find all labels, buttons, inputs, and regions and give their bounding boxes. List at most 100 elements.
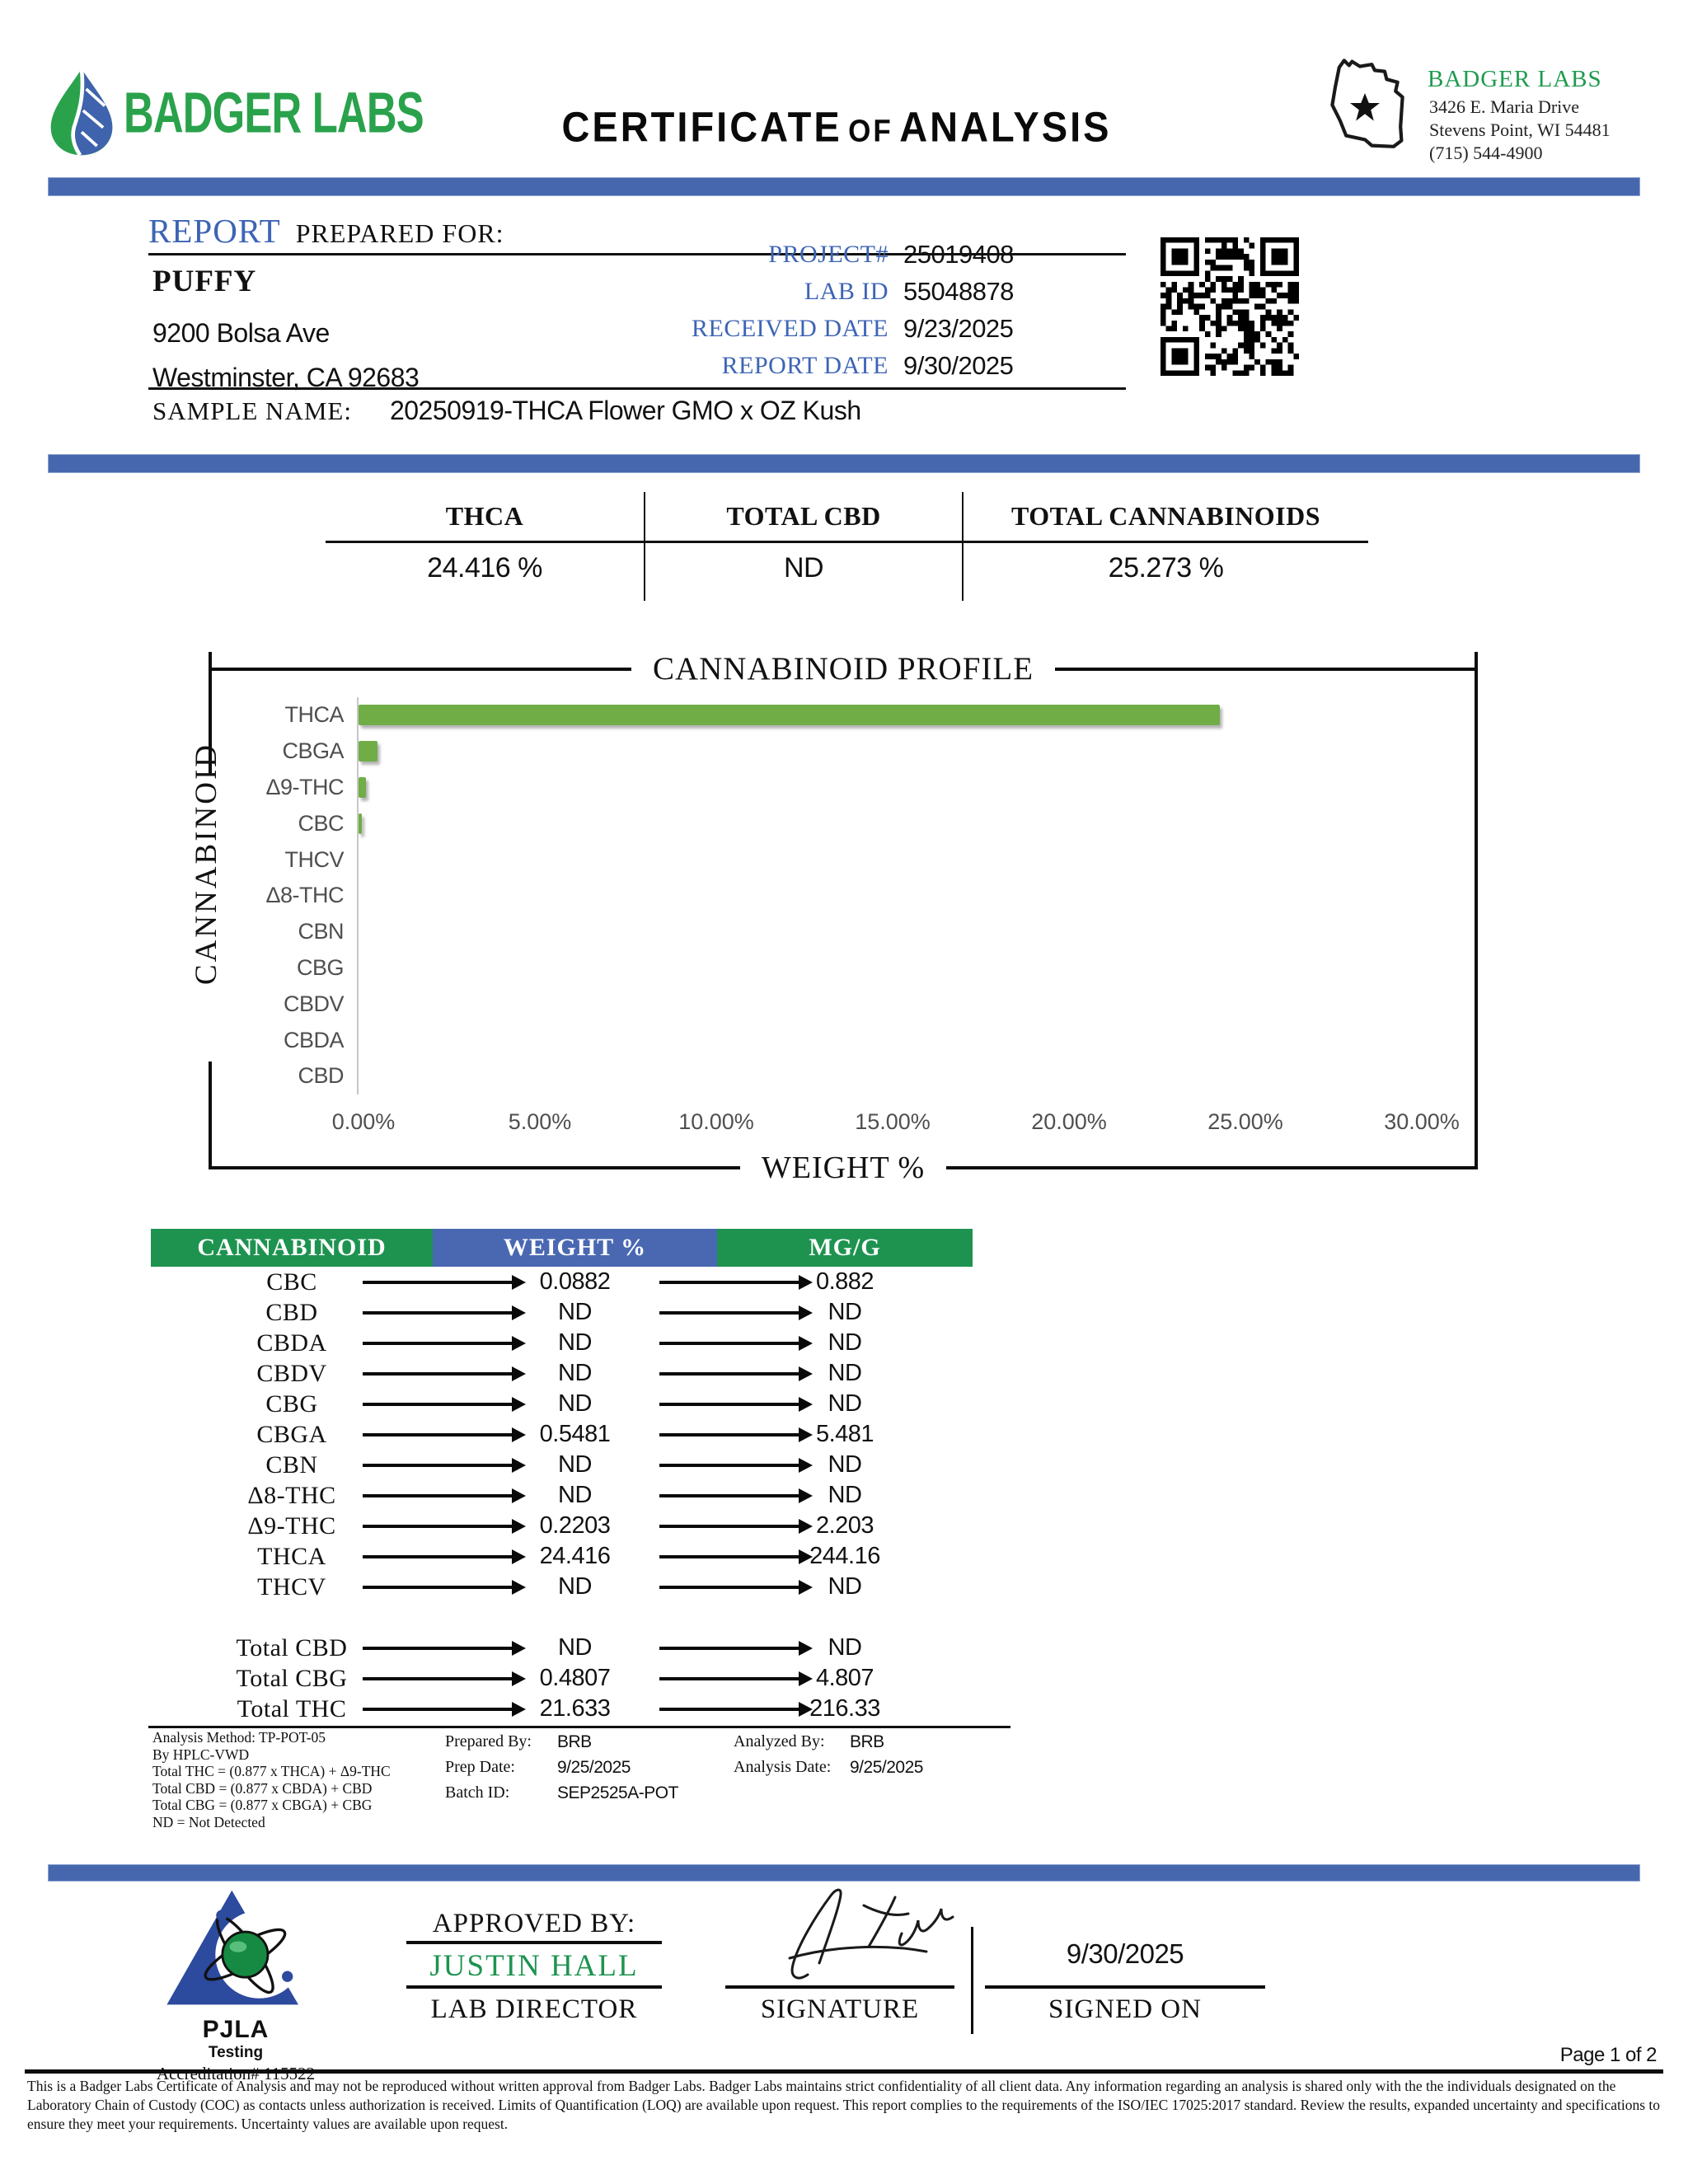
arrow-icon bbox=[659, 1427, 813, 1442]
table-weight-value: 0.2203 bbox=[539, 1512, 611, 1539]
chart-left-border-upper bbox=[209, 652, 212, 776]
footnote-label: Analysis Date: bbox=[734, 1758, 832, 1776]
table-cannabinoid-name: Δ9-THC bbox=[247, 1512, 336, 1540]
sample-name-row: SAMPLE NAME: 20250919-THCA Flower GMO x … bbox=[152, 396, 861, 426]
summary-column: TOTAL CBD ND bbox=[644, 492, 962, 601]
pjla-name: PJLA bbox=[202, 2016, 270, 2043]
table-row: CBDV ND ND bbox=[151, 1358, 973, 1389]
arrow-icon bbox=[659, 1488, 813, 1503]
table-weight-value: 24.416 bbox=[539, 1543, 611, 1569]
signature-label: SIGNATURE bbox=[760, 1994, 920, 2024]
table-weight-value: 0.4807 bbox=[539, 1665, 611, 1691]
summary-header-underline bbox=[326, 541, 1368, 543]
arrow-icon bbox=[363, 1274, 526, 1290]
chart-x-tick-label: 0.00% bbox=[331, 1109, 396, 1134]
table-cannabinoid-name: CBDA bbox=[256, 1329, 327, 1357]
badge-address-line1: 3426 E. Maria Drive bbox=[1429, 96, 1580, 117]
pjla-sub: Testing bbox=[208, 2044, 264, 2061]
arrow-icon bbox=[363, 1549, 526, 1564]
approved-by-label: APPROVED BY: bbox=[432, 1909, 636, 1938]
chart-plot-area: THCA CBGA Δ9-THC CBC THCV Δ8-THC CBN CBG CBDV CBD… bbox=[265, 697, 1415, 1094]
prep-info: Prepared By: BRB Prep Date: 9/25/2025 Batch … bbox=[445, 1729, 678, 1806]
table-row: CBN ND ND bbox=[151, 1450, 973, 1480]
arrow-icon bbox=[659, 1701, 813, 1717]
chart-category-label: CBDA bbox=[283, 1027, 345, 1052]
chart-bottom-border: WEIGHT % bbox=[209, 1150, 1479, 1186]
arrow-icon bbox=[363, 1671, 526, 1686]
chart-category-label: Δ8-THC bbox=[265, 883, 344, 908]
table-cannabinoid-name: Δ8-THC bbox=[247, 1482, 336, 1509]
signature-image bbox=[788, 1888, 954, 1980]
table-cannabinoid-name: Total THC bbox=[237, 1695, 347, 1722]
arrow-icon bbox=[659, 1274, 813, 1290]
header-weight-pct: WEIGHT % bbox=[433, 1229, 717, 1267]
table-cannabinoid-name: CBDV bbox=[256, 1360, 327, 1387]
arrow-icon bbox=[659, 1335, 813, 1351]
footnote-value: BRB bbox=[850, 1732, 884, 1751]
table-mgg-value: 2.203 bbox=[815, 1512, 874, 1539]
report-heading-primary: REPORT bbox=[148, 212, 281, 250]
arrow-icon bbox=[363, 1579, 526, 1595]
table-cannabinoid-name: CBC bbox=[266, 1268, 317, 1296]
client-name: PUFFY bbox=[152, 265, 257, 298]
header-cannabinoid: CANNABINOID bbox=[151, 1229, 433, 1267]
arrow-icon bbox=[659, 1579, 813, 1595]
divider-bar-middle bbox=[48, 454, 1640, 473]
report-heading: REPORT PREPARED FOR: bbox=[148, 211, 504, 251]
footnote-item: Analysis Date: 9/25/2025 bbox=[734, 1755, 923, 1780]
chart-left-border-lower bbox=[209, 1062, 212, 1168]
badge-phone: (715) 544-4900 bbox=[1429, 143, 1543, 163]
table-cannabinoid-name: THCA bbox=[257, 1543, 326, 1570]
report-field-label: PROJECT# bbox=[768, 240, 889, 268]
signed-on-date: 9/30/2025 bbox=[1066, 1938, 1184, 1969]
method-note-line: Analysis Method: TP-POT-05 bbox=[152, 1729, 326, 1746]
chart-row: Δ8-THC bbox=[265, 878, 1415, 914]
chart-row: CBDV bbox=[284, 986, 1415, 1022]
logo-wordmark: BADGER LABS bbox=[124, 82, 424, 146]
table-row: CBGA 0.5481 5.481 bbox=[151, 1419, 973, 1450]
table-mgg-value: ND bbox=[828, 1573, 862, 1600]
chart-title: CANNABINOID PROFILE bbox=[652, 651, 1034, 687]
arrow-icon bbox=[363, 1366, 526, 1381]
footnote-value: BRB bbox=[557, 1732, 592, 1751]
table-cannabinoid-name: CBD bbox=[265, 1299, 318, 1326]
sample-name-value: 20250919-THCA Flower GMO x OZ Kush bbox=[389, 396, 861, 425]
table-mgg-value: ND bbox=[828, 1390, 862, 1417]
footnote-label: Prep Date: bbox=[445, 1758, 515, 1776]
table-mgg-value: 4.807 bbox=[815, 1665, 874, 1691]
chart-x-tick-label: 15.00% bbox=[855, 1109, 931, 1134]
table-cannabinoid-name: Total CBG bbox=[236, 1665, 348, 1692]
pjla-accreditation-number: Accreditation# 115522 bbox=[156, 2064, 316, 2083]
chart-category-label: THCV bbox=[284, 846, 345, 872]
table-weight-value: ND bbox=[558, 1299, 592, 1325]
table-weight-value: ND bbox=[558, 1482, 592, 1508]
arrow-icon bbox=[659, 1518, 813, 1534]
badge-address-line2: Stevens Point, WI 54481 bbox=[1429, 120, 1611, 140]
arrow-icon bbox=[659, 1457, 813, 1473]
report-field-value: 55048878 bbox=[903, 276, 1014, 306]
chart-x-tick-label: 25.00% bbox=[1207, 1109, 1283, 1134]
chart-x-axis-label: WEIGHT % bbox=[761, 1151, 926, 1185]
arrow-icon bbox=[659, 1640, 813, 1656]
divider-bar-footer bbox=[48, 1864, 1640, 1882]
chart-x-tick-label: 20.00% bbox=[1031, 1109, 1107, 1134]
table-mgg-value: ND bbox=[828, 1482, 862, 1508]
arrow-icon bbox=[363, 1640, 526, 1656]
arrow-icon bbox=[363, 1457, 526, 1473]
chart-category-label: Δ9-THC bbox=[265, 774, 344, 799]
chart-row: CBG bbox=[297, 950, 1415, 987]
arrow-icon bbox=[659, 1396, 813, 1412]
report-field-value: 9/23/2025 bbox=[903, 313, 1014, 343]
method-note-line: ND = Not Detected bbox=[152, 1813, 265, 1830]
report-heading-secondary: PREPARED FOR: bbox=[295, 218, 504, 248]
arrow-icon bbox=[363, 1305, 526, 1320]
table-weight-value: 21.633 bbox=[539, 1695, 611, 1722]
badge-address: 3426 E. Maria Drive Stevens Point, WI 54… bbox=[1429, 96, 1611, 165]
table-weight-value: ND bbox=[558, 1451, 592, 1478]
chart-bar bbox=[359, 813, 362, 834]
table-weight-value: ND bbox=[558, 1634, 592, 1661]
chart-category-label: CBD bbox=[298, 1063, 344, 1089]
chart-right-border bbox=[1475, 652, 1478, 1168]
footnote-label: Analyzed By: bbox=[734, 1732, 825, 1750]
footnote-item: Prep Date: 9/25/2025 bbox=[445, 1755, 678, 1780]
